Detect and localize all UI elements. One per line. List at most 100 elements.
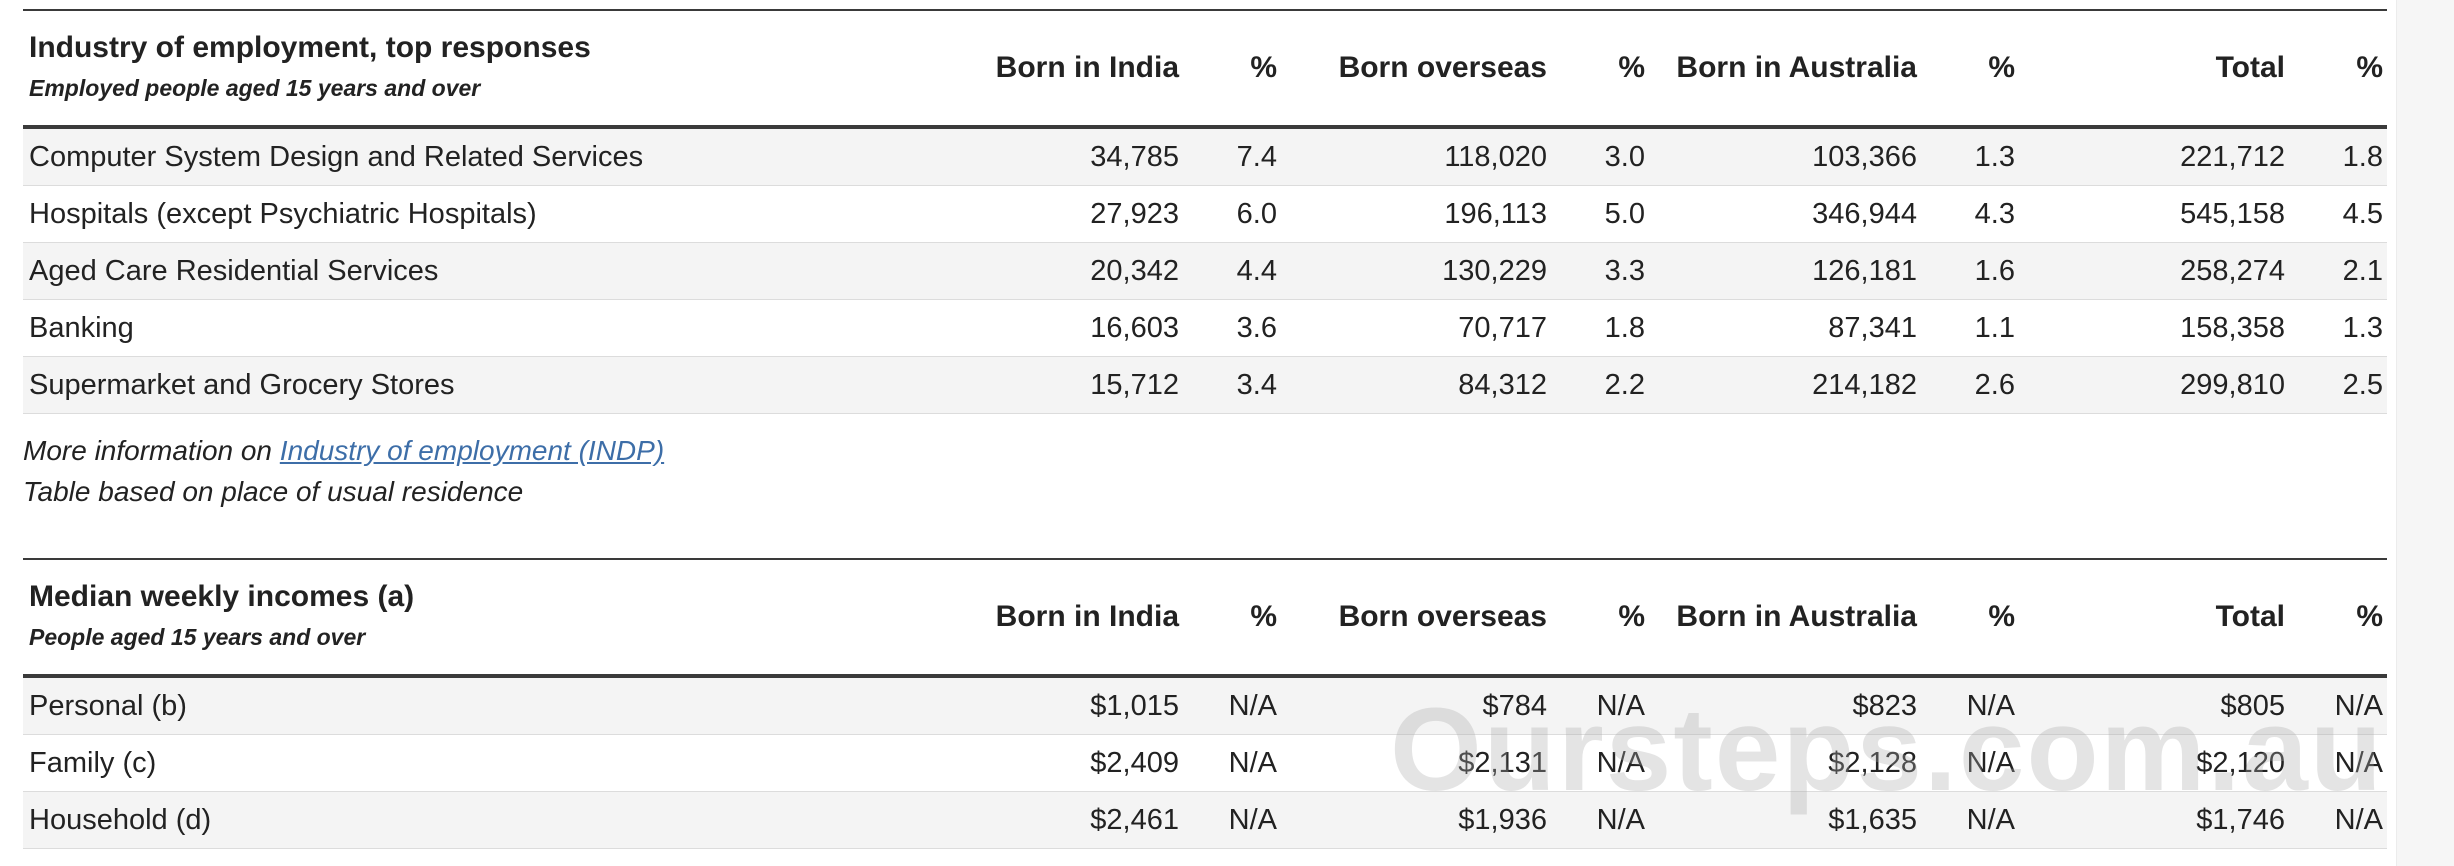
value-cell: $1,936 — [1281, 791, 1551, 849]
table-row: Banking 16,603 3.6 70,717 1.8 87,341 1.1 158,35… — [23, 299, 2387, 357]
table-title-cell: Industry of employment, top responses Em… — [23, 9, 943, 129]
value-cell: $2,128 — [1649, 734, 1921, 792]
percent-cell: N/A — [1183, 791, 1281, 849]
percent-cell: 6.0 — [1183, 185, 1281, 243]
table-row: Personal (b) $1,015 N/A $784 N/A $823 N/A $805 N… — [23, 676, 2387, 735]
income-table-section: Median weekly incomes (a) People aged 15… — [23, 558, 2387, 849]
value-cell: $784 — [1281, 676, 1551, 735]
percent-cell: 1.8 — [1551, 299, 1649, 357]
row-label: Computer System Design and Related Servi… — [23, 127, 943, 186]
income-table: Median weekly incomes (a) People aged 15… — [23, 558, 2387, 849]
value-cell: 214,182 — [1649, 356, 1921, 414]
percent-cell: 7.4 — [1183, 127, 1281, 186]
more-info-prefix: More information on — [23, 435, 280, 466]
column-header-pct: % — [1183, 558, 1281, 678]
value-cell: $2,120 — [2019, 734, 2289, 792]
value-cell: 130,229 — [1281, 242, 1551, 300]
value-cell: 346,944 — [1649, 185, 1921, 243]
percent-cell: N/A — [1921, 734, 2019, 792]
table-row: Hospitals (except Psychiatric Hospitals)… — [23, 185, 2387, 243]
value-cell: 299,810 — [2019, 356, 2289, 414]
percent-cell: N/A — [1921, 791, 2019, 849]
residence-basis-note: Table based on place of usual residence — [23, 476, 524, 507]
percent-cell: 3.6 — [1183, 299, 1281, 357]
value-cell: $2,409 — [943, 734, 1183, 792]
value-cell: $2,131 — [1281, 734, 1551, 792]
more-info-note: More information on Industry of employme… — [23, 430, 2359, 471]
value-cell: 126,181 — [1649, 242, 1921, 300]
column-header-pct: % — [1551, 9, 1649, 129]
column-header-total: Total — [2019, 9, 2289, 129]
percent-cell: 2.5 — [2289, 356, 2387, 414]
industry-table-section: Industry of employment, top responses Em… — [23, 9, 2387, 512]
column-header-born-india: Born in India — [943, 9, 1183, 129]
row-label: Aged Care Residential Services — [23, 242, 943, 300]
row-label: Banking — [23, 299, 943, 357]
industry-info-link[interactable]: Industry of employment (INDP) — [279, 435, 665, 466]
column-header-born-australia: Born in Australia — [1649, 9, 1921, 129]
value-cell: 15,712 — [943, 356, 1183, 414]
table-header-row: Industry of employment, top responses Em… — [23, 9, 2387, 129]
column-header-born-overseas: Born overseas — [1281, 9, 1551, 129]
percent-cell: N/A — [1183, 676, 1281, 735]
value-cell: 27,923 — [943, 185, 1183, 243]
percent-cell: N/A — [1183, 734, 1281, 792]
table-title: Median weekly incomes (a) — [29, 580, 415, 613]
table-row: Aged Care Residential Services 20,342 4.4 1… — [23, 242, 2387, 300]
percent-cell: N/A — [1921, 676, 2019, 735]
row-label: Supermarket and Grocery Stores — [23, 356, 943, 414]
value-cell: 84,312 — [1281, 356, 1551, 414]
value-cell: $1,635 — [1649, 791, 1921, 849]
value-cell: 118,020 — [1281, 127, 1551, 186]
percent-cell: 4.4 — [1183, 242, 1281, 300]
page-scrollbar[interactable] — [2396, 0, 2454, 866]
table-subtitle: People aged 15 years and over — [29, 624, 366, 650]
table-title: Industry of employment, top responses — [29, 31, 591, 64]
table-subtitle: Employed people aged 15 years and over — [29, 75, 481, 101]
percent-cell: N/A — [2289, 734, 2387, 792]
percent-cell: N/A — [1551, 791, 1649, 849]
value-cell: 70,717 — [1281, 299, 1551, 357]
percent-cell: N/A — [1551, 676, 1649, 735]
percent-cell: 2.6 — [1921, 356, 2019, 414]
percent-cell: 1.1 — [1921, 299, 2019, 357]
value-cell: 34,785 — [943, 127, 1183, 186]
percent-cell: N/A — [2289, 791, 2387, 849]
row-label: Personal (b) — [23, 676, 943, 735]
column-header-pct: % — [2289, 558, 2387, 678]
value-cell: 221,712 — [2019, 127, 2289, 186]
value-cell: $2,461 — [943, 791, 1183, 849]
percent-cell: N/A — [2289, 676, 2387, 735]
percent-cell: 1.3 — [1921, 127, 2019, 186]
value-cell: $805 — [2019, 676, 2289, 735]
percent-cell: 3.0 — [1551, 127, 1649, 186]
column-header-pct: % — [2289, 9, 2387, 129]
table-row: Computer System Design and Related Servi… — [23, 127, 2387, 186]
table-title-cell: Median weekly incomes (a) People aged 15… — [23, 558, 943, 678]
value-cell: 87,341 — [1649, 299, 1921, 357]
column-header-pct: % — [1921, 558, 2019, 678]
table-row: Family (c) $2,409 N/A $2,131 N/A $2,128 N/A $2,… — [23, 734, 2387, 792]
value-cell: 20,342 — [943, 242, 1183, 300]
column-header-pct: % — [1551, 558, 1649, 678]
percent-cell: 2.1 — [2289, 242, 2387, 300]
column-header-pct: % — [1183, 9, 1281, 129]
row-label: Family (c) — [23, 734, 943, 792]
value-cell: 545,158 — [2019, 185, 2289, 243]
percent-cell: N/A — [1551, 734, 1649, 792]
column-header-total: Total — [2019, 558, 2289, 678]
percent-cell: 5.0 — [1551, 185, 1649, 243]
column-header-born-overseas: Born overseas — [1281, 558, 1551, 678]
value-cell: $1,746 — [2019, 791, 2289, 849]
table-row: Supermarket and Grocery Stores 15,712 3.4 8… — [23, 356, 2387, 414]
column-header-born-india: Born in India — [943, 558, 1183, 678]
value-cell: 103,366 — [1649, 127, 1921, 186]
industry-table: Industry of employment, top responses Em… — [23, 9, 2387, 414]
table-header-row: Median weekly incomes (a) People aged 15… — [23, 558, 2387, 678]
column-header-pct: % — [1921, 9, 2019, 129]
percent-cell: 4.3 — [1921, 185, 2019, 243]
percent-cell: 4.5 — [2289, 185, 2387, 243]
value-cell: 16,603 — [943, 299, 1183, 357]
table-row: Household (d) $2,461 N/A $1,936 N/A $1,635 N/A… — [23, 791, 2387, 849]
value-cell: $1,015 — [943, 676, 1183, 735]
